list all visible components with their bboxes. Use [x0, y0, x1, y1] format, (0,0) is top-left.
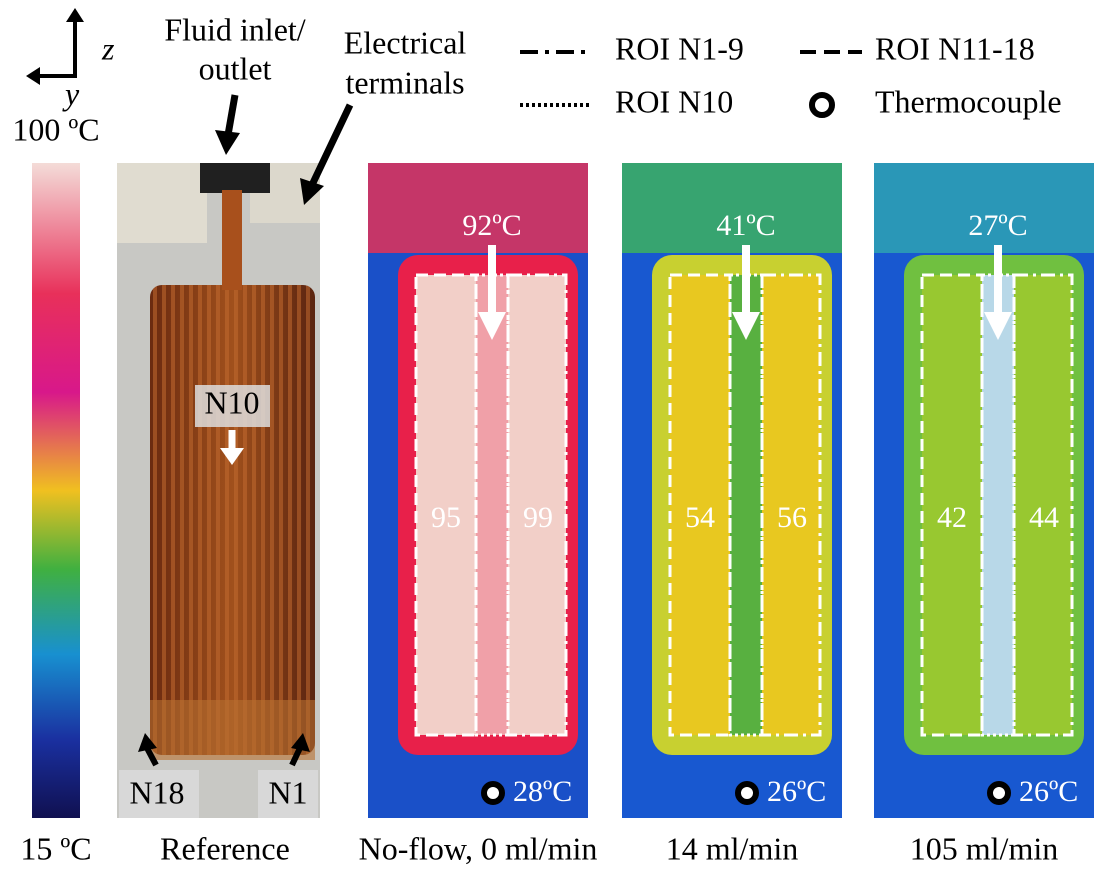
colorbar-min: 15 ºC — [20, 830, 91, 866]
roi-temperature: 44 — [1029, 501, 1059, 534]
roi-temperature: 56 — [777, 501, 807, 534]
legend-label: ROI N11-18 — [875, 30, 1035, 66]
panel-caption: Reference — [160, 830, 290, 866]
roi-strip — [670, 275, 730, 735]
roi-strip — [508, 275, 566, 735]
arrow-head — [478, 312, 506, 340]
inlet-label: outlet — [199, 50, 272, 86]
thermocouple-marker — [987, 781, 1011, 805]
thermocouple-marker — [481, 781, 505, 805]
thermocouple-temperature: 26ºC — [1019, 775, 1078, 808]
roi-strip — [730, 275, 762, 735]
y-label: y — [62, 75, 80, 111]
inlet-label: Fluid inlet/ — [164, 11, 305, 47]
roi-temperature: 54 — [685, 501, 715, 534]
reference-photo: N10 N18 N1 — [117, 163, 320, 818]
panel-caption: 105 ml/min — [910, 830, 1058, 866]
roi-box — [1012, 273, 1074, 737]
terminals-label: terminals — [345, 64, 464, 100]
roi-strip — [922, 275, 982, 735]
roi-box — [506, 273, 568, 737]
thermal-panel: 41ºC 54 56 26ºC — [622, 163, 842, 818]
thermal-panel: 92ºC 95 99 28ºC — [368, 163, 588, 818]
thermal-top — [368, 163, 588, 253]
n18-label: N18 — [129, 774, 184, 810]
roi-temperature: 99 — [523, 501, 553, 534]
thermocouple-temperature: 28ºC — [513, 775, 572, 808]
thermocouple-temperature: 26ºC — [767, 775, 826, 808]
thermal-panel: 27ºC 42 44 26ºC — [874, 163, 1094, 818]
inlet-temperature: 27ºC — [968, 209, 1027, 242]
n1-label: N1 — [268, 774, 307, 810]
arrow-head — [732, 312, 760, 340]
colorbar — [32, 163, 80, 818]
legend-label: ROI N10 — [615, 83, 733, 119]
roi-temperature: 95 — [431, 501, 461, 534]
roi-temperature: 42 — [937, 501, 967, 534]
n10-label: N10 — [204, 384, 259, 420]
legend-label: Thermocouple — [875, 83, 1062, 119]
thermal-top — [874, 163, 1094, 253]
inlet-temperature: 92ºC — [462, 209, 521, 242]
roi-strip — [476, 275, 508, 735]
z-label: z — [101, 30, 115, 66]
terminals-label: Electrical — [344, 24, 467, 60]
thermocouple-marker — [735, 781, 759, 805]
roi-strip — [416, 275, 476, 735]
roi-strip — [982, 275, 1014, 735]
roi-box — [920, 273, 984, 737]
colorbar-max: 100 ºC — [12, 111, 99, 147]
axis-glyph: z y — [26, 8, 115, 111]
arrow-head — [984, 312, 1012, 340]
thermal-top — [622, 163, 842, 253]
panel-caption: 14 ml/min — [666, 830, 798, 866]
roi-strip — [762, 275, 820, 735]
roi-box — [668, 273, 732, 737]
legend-label: ROI N1-9 — [615, 30, 744, 66]
legend: ROI N1-9 ROI N11-18 ROI N10 Thermocouple — [520, 30, 1062, 119]
roi-box — [760, 273, 822, 737]
inlet-temperature: 41ºC — [716, 209, 775, 242]
panel-caption: No-flow, 0 ml/min — [359, 830, 598, 866]
roi-box — [414, 273, 478, 737]
roi-strip — [1014, 275, 1072, 735]
